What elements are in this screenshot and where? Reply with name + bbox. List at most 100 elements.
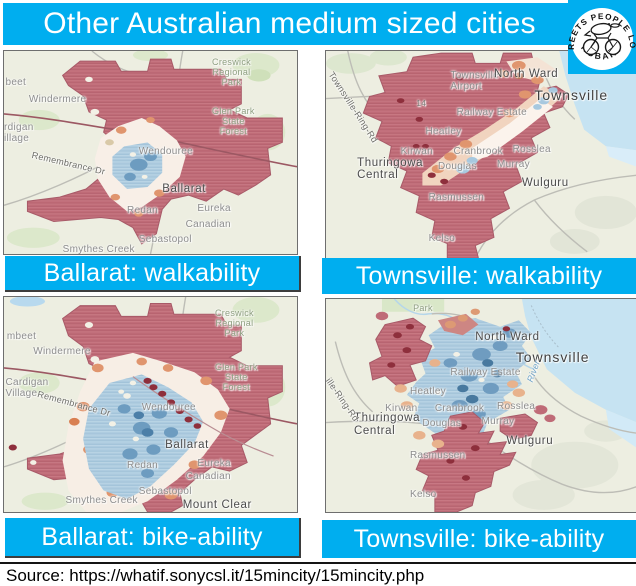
place-label: Railway Estate	[456, 106, 527, 118]
place-label: Cranbrook	[434, 403, 485, 415]
sea-bay	[605, 409, 636, 448]
place-label: Murray	[497, 158, 530, 170]
deep-blue-cells	[124, 152, 157, 181]
place-label: Creswick Regional Park	[214, 307, 254, 338]
place-label: Remembrance Dr	[36, 389, 112, 419]
map-ballarat-walkability: beet Windermere rdigan illage Remembrance D…	[3, 50, 298, 255]
deep-blue-cells	[117, 404, 179, 479]
place-label: Sebastopol	[138, 233, 192, 245]
place-label: mbeet	[6, 331, 37, 343]
place-label: Wendouree	[141, 402, 196, 414]
hole-cells	[30, 321, 140, 465]
place-label: ille-Ring-Rd	[325, 375, 362, 423]
hole-cells	[434, 335, 498, 395]
blue-cells	[455, 87, 558, 174]
lake	[9, 297, 46, 307]
high-access-blue-region	[83, 374, 204, 500]
place-label: Redan	[127, 460, 159, 472]
orange-transition-cells	[69, 357, 228, 500]
title-bar: Other Australian medium sized cities	[3, 3, 636, 45]
sea	[559, 51, 636, 151]
place-label: 14	[416, 97, 427, 108]
map-townsville-bikeability: Park North Ward Townsville Railway Estate He…	[325, 298, 636, 513]
sea-shelf	[605, 146, 636, 167]
place-label: Townsville	[515, 349, 590, 366]
place-label: Creswick Regional Park	[212, 57, 251, 88]
map-ballarat-bikeability: mbeet Windermere Cardigan Village Remembran…	[3, 296, 298, 513]
south-red-cluster	[416, 412, 516, 512]
caption-townsville-walkability: Townsville: walkability	[322, 258, 636, 294]
place-label: North Ward	[493, 67, 559, 80]
place-label: Cardigan Village	[5, 376, 49, 399]
page-title: Other Australian medium sized cities	[43, 7, 536, 40]
basemap-parks	[381, 299, 628, 510]
place-label: Windermere	[33, 346, 91, 358]
place-label: Wendouree	[138, 146, 193, 158]
sea	[521, 299, 636, 423]
place-label: Rasmussen	[409, 450, 466, 462]
map-graphics	[326, 51, 636, 258]
place-label: Rosslea	[497, 401, 536, 413]
place-label: Wulguru	[521, 177, 569, 190]
place-label: North Ward	[475, 330, 540, 343]
caption-ballarat-walkability: Ballarat: walkability	[5, 256, 301, 292]
place-label: Cranbrook	[453, 146, 503, 158]
place-label: Heatley	[409, 386, 446, 398]
place-label: Townsville-Ring-Rd	[326, 69, 381, 145]
map-graphics	[4, 51, 297, 254]
place-label: Windermere	[28, 93, 87, 105]
place-label: Rasmussen	[428, 191, 485, 203]
orange-transition-cells	[105, 116, 165, 217]
caption-townsville-bikeability: Townsville: bike-ability	[322, 520, 636, 558]
place-labels: Park North Ward Townsville Railway Estate He…	[326, 299, 636, 512]
source-divider	[0, 562, 636, 564]
place-label: Smythes Creek	[65, 494, 138, 506]
dark-red-spots	[396, 75, 464, 185]
ferry-dashed-line	[531, 305, 559, 348]
place-label: Kirwan	[400, 146, 433, 158]
place-label: Thuringowa Central	[357, 156, 424, 182]
caption-text: Townsville: bike-ability	[353, 524, 605, 553]
place-label: Townsville	[534, 87, 609, 104]
caption-ballarat-bikeability: Ballarat: bike-ability	[5, 518, 301, 558]
place-label: Eureka	[197, 458, 231, 470]
place-label: Sebastopol	[138, 486, 192, 498]
place-label: Glen Park State Forest	[214, 361, 258, 392]
place-label: Kirwan	[385, 403, 418, 415]
place-label: Glen Park State Forest	[212, 105, 255, 136]
caption-text: Ballarat: bike-ability	[41, 522, 263, 551]
place-label: Redan	[127, 205, 159, 217]
place-label: Canadian	[185, 471, 231, 483]
place-label: Ballarat	[162, 182, 207, 195]
place-label: Kelso	[409, 488, 437, 500]
orange-transition-cells	[394, 308, 526, 449]
place-labels: Townsville Airport North Ward Townsville Ra…	[326, 51, 636, 258]
place-label: Rosslea	[512, 144, 551, 156]
hole-cells	[85, 76, 148, 179]
map-graphics	[326, 299, 636, 512]
place-label: Heatley	[425, 125, 462, 137]
place-label: Kelso	[428, 233, 456, 245]
map-graphics	[4, 297, 297, 512]
orange-transition-cells	[431, 60, 544, 174]
place-label: Ballarat	[165, 438, 209, 451]
northeast-road	[133, 377, 274, 457]
dark-red-dot-chain	[8, 377, 202, 451]
southeast-red-blob	[500, 414, 537, 440]
caption-text: Townsville: walkability	[355, 261, 603, 290]
hobart-logo-badge: STREETS PEOPLE LOVE HOBART	[565, 0, 636, 74]
place-label: beet	[5, 77, 27, 89]
dark-red-spots	[387, 323, 511, 481]
place-label: rdigan illage	[4, 122, 34, 145]
place-label: Remembrance Dr	[31, 150, 107, 178]
place-label: Smythes Creek	[62, 243, 135, 255]
east-red-spots	[375, 311, 556, 423]
caption-text: Ballarat: walkability	[43, 258, 261, 287]
place-labels: beet Windermere rdigan illage Remembrance D…	[4, 51, 297, 254]
place-label: Murray	[481, 416, 515, 428]
platypus-on-bicycle-icon	[582, 22, 622, 56]
place-label: Thuringowa Central	[353, 411, 421, 437]
map-townsville-walkability: Townsville Airport North Ward Townsville Ra…	[325, 50, 636, 259]
place-label: Park	[413, 303, 433, 314]
